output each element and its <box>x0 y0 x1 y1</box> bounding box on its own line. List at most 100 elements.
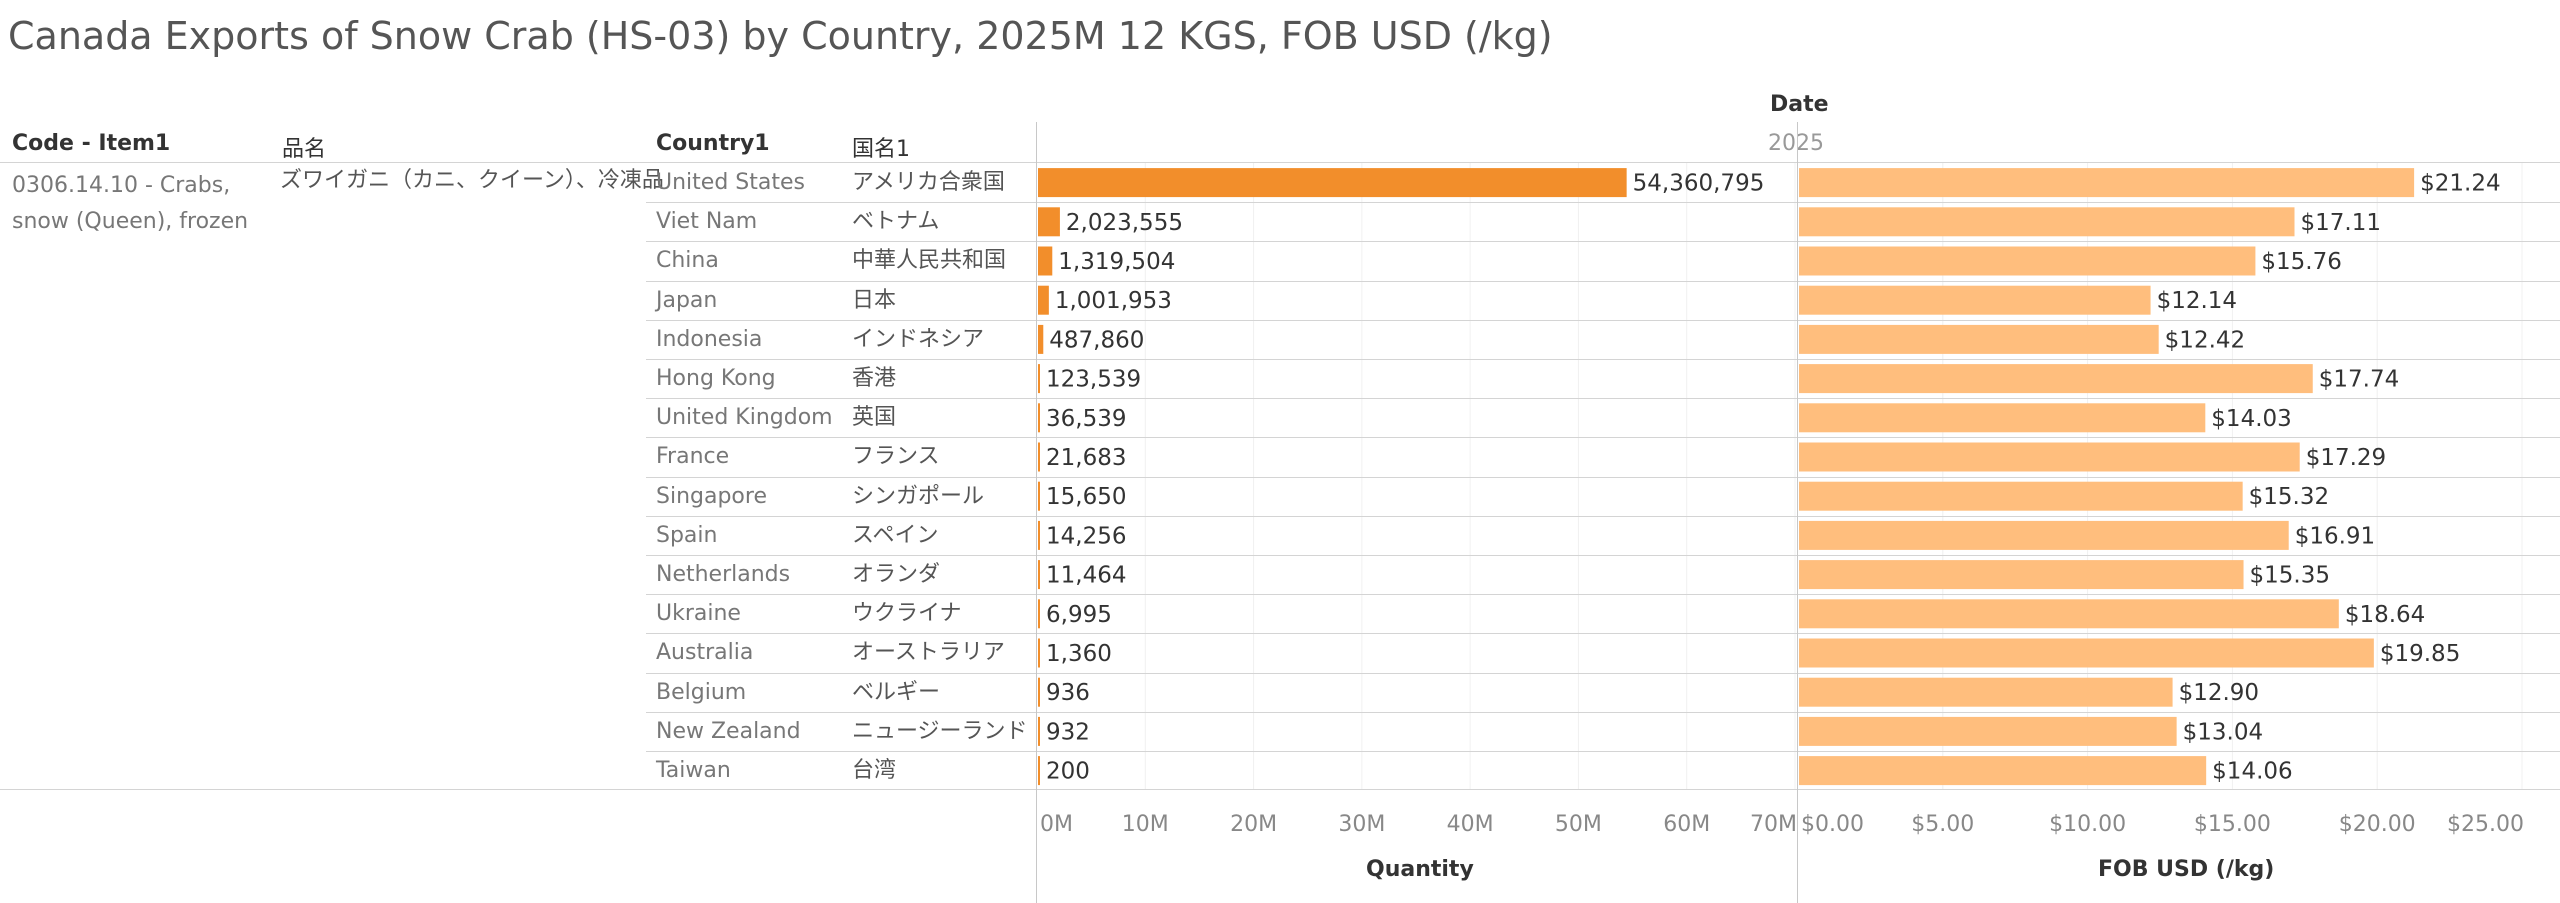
quantity-bar[interactable] <box>1038 481 1040 511</box>
quantity-tick-label: 50M <box>1555 812 1602 837</box>
country-label: Belgium <box>656 679 747 705</box>
quantity-value-label: 11,464 <box>1046 563 1126 589</box>
row-divider <box>646 673 2560 674</box>
row-divider <box>646 437 2560 438</box>
row-divider <box>646 241 2560 242</box>
quantity-bar[interactable] <box>1038 442 1040 472</box>
price-value-label: $15.32 <box>2249 484 2329 510</box>
quantity-bar[interactable] <box>1038 638 1040 668</box>
quantity-value-label: 1,360 <box>1046 641 1112 667</box>
quantity-bar[interactable] <box>1038 246 1053 276</box>
quantity-bar[interactable] <box>1038 285 1049 315</box>
price-tick-label: $0.00 <box>1801 812 1864 837</box>
country-jp-label: スペイン <box>852 522 939 548</box>
header-country-jp[interactable]: 国名1 <box>852 137 910 162</box>
quantity-value-label: 1,001,953 <box>1055 288 1172 314</box>
quantity-tick-label: 20M <box>1230 812 1277 837</box>
row-divider <box>646 477 2560 478</box>
quantity-tick-label: 0M <box>1040 812 1073 837</box>
price-bar[interactable] <box>1799 403 2206 433</box>
quantity-bar[interactable] <box>1038 756 1040 786</box>
row-divider <box>646 751 2560 752</box>
country-jp-label: オーストラリア <box>852 640 1005 666</box>
row-divider <box>646 359 2560 360</box>
quantity-value-label: 200 <box>1046 759 1090 785</box>
price-value-label: $18.64 <box>2345 602 2425 628</box>
price-bar[interactable] <box>1799 207 2295 237</box>
quantity-bar[interactable] <box>1038 403 1040 433</box>
country-jp-label: シンガポール <box>852 483 985 509</box>
country-label: New Zealand <box>656 718 801 744</box>
price-bar[interactable] <box>1799 285 2151 315</box>
price-value-label: $21.24 <box>2420 171 2500 197</box>
price-bar[interactable] <box>1799 481 2243 511</box>
price-value-label: $17.29 <box>2306 445 2386 471</box>
header-country[interactable]: Country1 <box>656 131 770 156</box>
price-value-label: $14.06 <box>2212 759 2292 785</box>
price-value-label: $17.74 <box>2319 367 2399 393</box>
quantity-bar[interactable] <box>1038 716 1040 746</box>
quantity-tick-label: 70M <box>1750 812 1797 837</box>
quantity-bar[interactable] <box>1038 364 1040 394</box>
price-tick-label: $25.00 <box>2447 812 2524 837</box>
quantity-bar[interactable] <box>1038 599 1040 629</box>
item-name: ズワイガニ（カニ、クイーン）、冷凍品 <box>280 168 664 193</box>
country-jp-label: ニュージーランド <box>852 718 1028 744</box>
country-jp-label: 英国 <box>852 405 897 431</box>
item-code: 0306.14.10 - Crabs, snow (Queen), frozen <box>12 173 249 234</box>
country-label: China <box>656 248 719 274</box>
quantity-bar[interactable] <box>1038 677 1040 707</box>
price-bar[interactable] <box>1799 756 2207 786</box>
quantity-bar[interactable] <box>1038 207 1060 237</box>
row-divider <box>646 594 2560 595</box>
quantity-bar[interactable] <box>1038 168 1627 198</box>
column-divider <box>1797 122 1798 903</box>
price-tick-label: $20.00 <box>2339 812 2416 837</box>
price-bar[interactable] <box>1799 324 2159 354</box>
country-label: Japan <box>656 287 718 313</box>
row-divider <box>646 398 2560 399</box>
row-divider <box>0 162 2560 163</box>
country-label: Netherlands <box>656 562 791 587</box>
price-bar[interactable] <box>1799 677 2173 707</box>
country-label: Australia <box>656 640 754 666</box>
header-code[interactable]: Code - Item1 <box>12 131 171 156</box>
quantity-value-label: 21,683 <box>1046 445 1126 471</box>
quantity-value-label: 1,319,504 <box>1058 249 1175 275</box>
price-axis-title: FOB USD (/kg) <box>2098 857 2275 882</box>
price-bar[interactable] <box>1799 168 2415 198</box>
price-value-label: $12.42 <box>2165 327 2245 353</box>
quantity-tick-label: 60M <box>1663 812 1710 837</box>
price-bar[interactable] <box>1799 599 2339 629</box>
price-tick-label: $5.00 <box>1911 812 1974 837</box>
quantity-value-label: 487,860 <box>1049 327 1144 353</box>
row-divider <box>0 789 2560 790</box>
quantity-bar[interactable] <box>1038 520 1040 550</box>
price-value-label: $15.76 <box>2261 249 2341 275</box>
row-divider <box>646 202 2560 203</box>
quantity-tick-label: 10M <box>1122 812 1169 837</box>
quantity-bar[interactable] <box>1038 560 1040 590</box>
quantity-value-label: 14,256 <box>1046 523 1126 549</box>
price-value-label: $17.11 <box>2301 210 2381 236</box>
country-jp-label: 日本 <box>852 287 897 313</box>
country-label: Viet Nam <box>656 209 758 235</box>
country-jp-label: インドネシア <box>852 326 985 352</box>
quantity-value-label: 54,360,795 <box>1633 171 1765 197</box>
price-bar[interactable] <box>1799 560 2244 590</box>
header-item-name[interactable]: 品名 <box>282 137 327 162</box>
country-jp-label: ウクライナ <box>852 601 962 627</box>
price-bar[interactable] <box>1799 638 2374 668</box>
price-bar[interactable] <box>1799 364 2313 394</box>
price-value-label: $16.91 <box>2295 523 2375 549</box>
country-label: Singapore <box>656 483 767 509</box>
country-label: France <box>656 444 730 470</box>
price-bar[interactable] <box>1799 246 2256 276</box>
country-label: United States <box>656 170 805 195</box>
price-bar[interactable] <box>1799 716 2177 746</box>
price-bar[interactable] <box>1799 520 2289 550</box>
price-value-label: $19.85 <box>2380 641 2460 667</box>
price-bar[interactable] <box>1799 442 2300 472</box>
quantity-bar[interactable] <box>1038 324 1044 354</box>
price-tick-label: $10.00 <box>2049 812 2126 837</box>
